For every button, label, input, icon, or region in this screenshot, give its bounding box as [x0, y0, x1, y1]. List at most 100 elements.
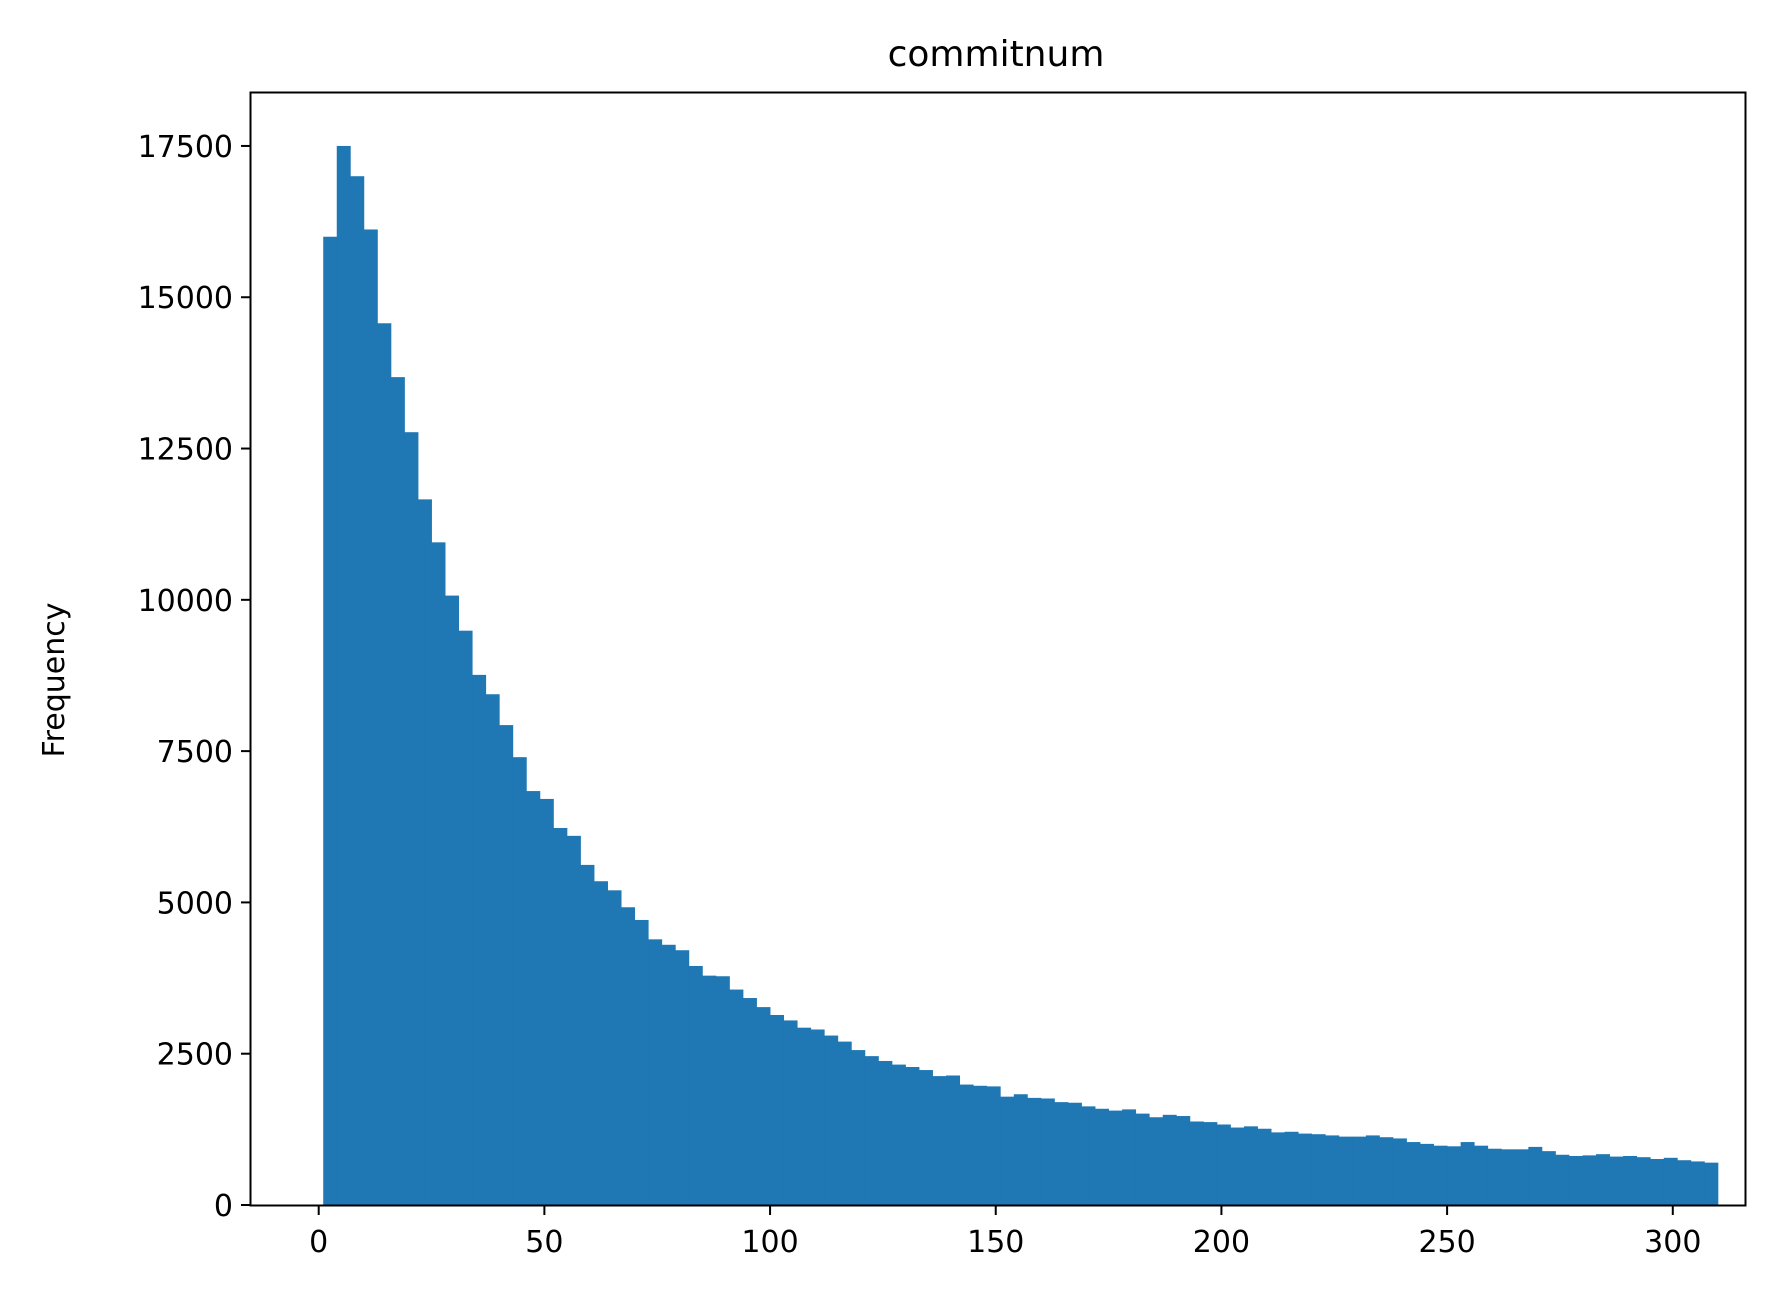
histogram-bar [864, 1056, 879, 1205]
histogram-bar [1054, 1102, 1069, 1205]
histogram-bar [1176, 1116, 1191, 1205]
histogram-bar [418, 499, 432, 1205]
histogram-bar [729, 989, 744, 1205]
histogram-bar [1677, 1160, 1692, 1205]
histogram-bar [1216, 1124, 1231, 1205]
y-tick-label: 17500 [138, 130, 233, 165]
x-tick-label: 300 [1644, 1225, 1701, 1260]
y-tick-label: 2500 [157, 1038, 233, 1073]
histogram-bar [1623, 1155, 1638, 1205]
histogram-bar [458, 630, 473, 1205]
histogram-bar [973, 1085, 988, 1205]
histogram-bar [891, 1064, 906, 1205]
histogram-bar [742, 998, 757, 1205]
y-tick-label: 7500 [157, 735, 233, 770]
histogram-bar [1663, 1157, 1678, 1205]
histogram-bar [783, 1020, 798, 1205]
histogram-bar [1433, 1145, 1448, 1205]
histogram-bar [797, 1027, 812, 1205]
x-axis-ticks: 0 50 100 150 200 250 300 [309, 1205, 1701, 1260]
histogram-bar [1541, 1151, 1556, 1205]
x-tick-label: 100 [741, 1225, 798, 1260]
bars [323, 145, 1719, 1206]
histogram-bar [336, 145, 351, 1206]
histogram-bar [1162, 1114, 1177, 1205]
histogram-bar [688, 965, 703, 1205]
y-tick-label: 10000 [138, 584, 233, 619]
histogram-bar [932, 1076, 947, 1205]
histogram-bar [878, 1060, 893, 1205]
histogram-bar [661, 944, 676, 1205]
histogram-bar [499, 725, 514, 1205]
x-tick-label: 150 [967, 1225, 1024, 1260]
x-tick-label: 50 [525, 1225, 563, 1260]
histogram-bar [810, 1029, 825, 1205]
histogram-bar [1636, 1157, 1651, 1205]
histogram-bar [539, 798, 554, 1205]
histogram-bar [526, 791, 541, 1205]
histogram-bar [485, 694, 500, 1205]
histogram-bar [1230, 1127, 1245, 1205]
histogram-bar [431, 542, 446, 1205]
histogram-bar [1352, 1136, 1367, 1205]
histogram-bar [1298, 1133, 1313, 1205]
histogram-bar [1081, 1106, 1096, 1205]
histogram-bar [1514, 1149, 1529, 1205]
x-tick-label: 200 [1193, 1225, 1250, 1260]
histogram-bar [472, 674, 487, 1205]
histogram-bar [1690, 1161, 1705, 1205]
histogram-bar [512, 757, 527, 1205]
y-tick-label: 15000 [138, 281, 233, 316]
histogram-bar [1474, 1145, 1489, 1205]
histogram-bar [1257, 1128, 1272, 1205]
histogram-bar [1365, 1135, 1380, 1205]
histogram-bar [919, 1070, 933, 1205]
histogram-bar [1149, 1117, 1164, 1205]
histogram-bar [1650, 1159, 1665, 1205]
histogram-bar [1122, 1109, 1137, 1205]
histogram-bar [377, 323, 392, 1205]
histogram-bar [1203, 1122, 1218, 1205]
histogram-bar [445, 595, 460, 1205]
histogram-bar [756, 1007, 771, 1205]
histogram-bar [1067, 1102, 1082, 1205]
y-tick-label: 12500 [138, 433, 233, 468]
histogram-bar [1013, 1094, 1028, 1205]
histogram-bar [1420, 1143, 1434, 1205]
histogram-bar [1555, 1154, 1570, 1205]
histogram-bar [1000, 1096, 1015, 1205]
histogram-bar [905, 1067, 920, 1205]
histogram-bar [1108, 1110, 1123, 1205]
histogram-bar [1243, 1126, 1258, 1205]
histogram-bar [959, 1084, 974, 1205]
y-tick-label: 5000 [157, 886, 233, 921]
histogram-bar [323, 236, 338, 1206]
histogram-bar [404, 432, 419, 1205]
histogram-bar [946, 1075, 961, 1205]
histogram-bar [1704, 1162, 1719, 1205]
histogram-bar [986, 1086, 1001, 1205]
histogram-bar [390, 377, 405, 1205]
histogram-bar [553, 827, 568, 1205]
y-axis-label: Frequency [37, 603, 72, 758]
histogram-bar [1135, 1113, 1150, 1205]
histogram-bar [580, 864, 595, 1205]
histogram-bar [1311, 1134, 1326, 1205]
histogram-bar [1568, 1155, 1583, 1205]
histogram-bar [715, 976, 730, 1205]
histogram-bar [1392, 1138, 1407, 1205]
x-tick-label: 0 [309, 1225, 328, 1260]
histogram-bar [702, 975, 717, 1205]
histogram-bar [1406, 1142, 1421, 1205]
plot-frame [249, 91, 1747, 1207]
histogram-bar [363, 229, 378, 1206]
histogram-bar [634, 919, 649, 1205]
histogram-bar [350, 176, 365, 1206]
histogram-bar [1338, 1136, 1353, 1205]
histogram-bar [648, 939, 663, 1205]
histogram-bar [1095, 1108, 1109, 1205]
histogram-bar [1325, 1135, 1340, 1205]
histogram-bar [675, 950, 690, 1205]
